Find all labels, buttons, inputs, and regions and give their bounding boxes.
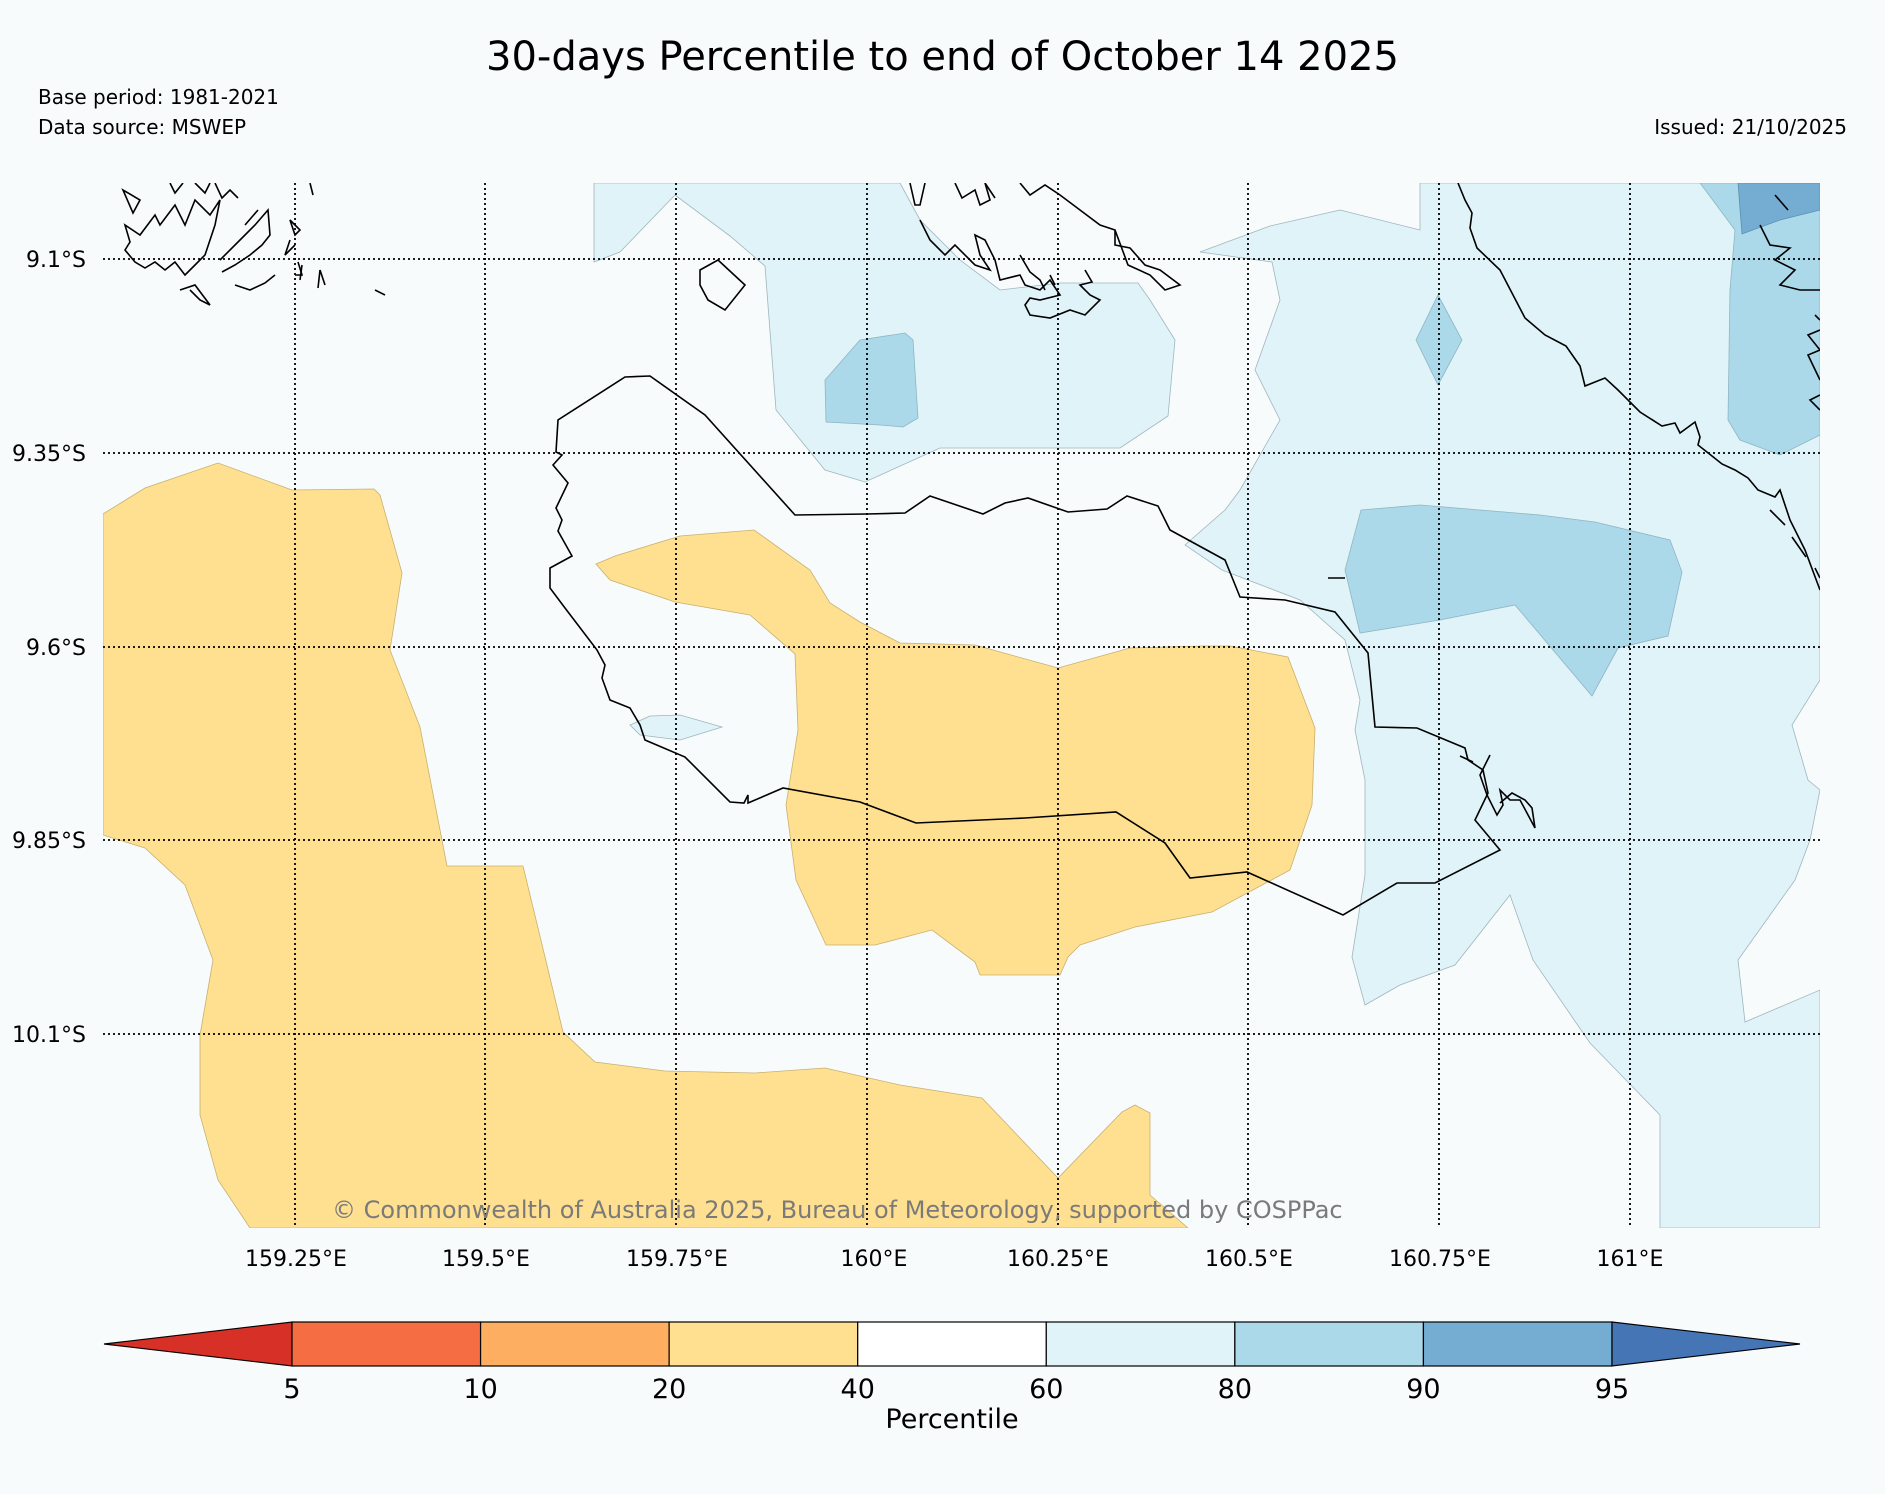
longitude-labels: 159.25°E 159.5°E 159.75°E 160°E 160.25°E… bbox=[245, 1247, 1663, 1272]
lon-label: 160.25°E bbox=[1007, 1247, 1109, 1272]
colorbar-ticks: 5 10 20 40 60 80 90 95 bbox=[283, 1374, 1629, 1405]
lon-label: 159.25°E bbox=[245, 1247, 347, 1272]
lon-label: 161°E bbox=[1597, 1247, 1664, 1272]
colorbar-segments bbox=[103, 1321, 1801, 1367]
colorbar-extend-high bbox=[1611, 1321, 1801, 1367]
colorbar-label: Percentile bbox=[885, 1404, 1018, 1435]
lon-label: 160.75°E bbox=[1389, 1247, 1491, 1272]
colorbar-tick-label: 90 bbox=[1406, 1374, 1440, 1405]
colorbar-tick-label: 20 bbox=[652, 1374, 686, 1405]
above-normal-90-95-region bbox=[1737, 183, 1820, 235]
map-title: 30-days Percentile to end of October 14 … bbox=[486, 34, 1399, 80]
colorbar-tick-label: 80 bbox=[1218, 1374, 1252, 1405]
colorbar-segment bbox=[1045, 1321, 1236, 1367]
above-normal-60-80-regions bbox=[593, 183, 1820, 1228]
colorbar-tick-label: 10 bbox=[463, 1374, 497, 1405]
below-normal-20-40-regions bbox=[103, 462, 1316, 1228]
colorbar-segment bbox=[668, 1321, 859, 1367]
copyright-notice: © Commonwealth of Australia 2025, Bureau… bbox=[332, 1196, 1343, 1224]
issued-date-label: Issued: 21/10/2025 bbox=[1654, 115, 1847, 139]
colorbar-tick-label: 5 bbox=[283, 1374, 300, 1405]
colorbar-segment bbox=[857, 1321, 1047, 1367]
data-source-label: Data source: MSWEP bbox=[38, 115, 247, 139]
colorbar-segment bbox=[479, 1321, 670, 1367]
colorbar-segment bbox=[291, 1321, 482, 1367]
colorbar-segment bbox=[1422, 1321, 1613, 1367]
lat-label: 9.35°S bbox=[12, 442, 86, 467]
graticule bbox=[103, 183, 1820, 1228]
colorbar-tick-label: 60 bbox=[1029, 1374, 1063, 1405]
colorbar-extend-low bbox=[103, 1321, 293, 1367]
lat-label: 9.85°S bbox=[12, 829, 86, 854]
colorbar-tick-label: 40 bbox=[841, 1374, 875, 1405]
coastlines bbox=[121, 183, 1820, 916]
lat-label: 9.6°S bbox=[26, 636, 86, 661]
lon-label: 159.75°E bbox=[626, 1247, 728, 1272]
lon-label: 159.5°E bbox=[442, 1247, 530, 1272]
colorbar-tick-label: 95 bbox=[1595, 1374, 1629, 1405]
lat-label: 9.1°S bbox=[26, 248, 86, 273]
lon-label: 160.5°E bbox=[1205, 1247, 1293, 1272]
base-period-label: Base period: 1981-2021 bbox=[38, 85, 279, 109]
colorbar: 5 10 20 40 60 80 90 95 Percentile bbox=[103, 1321, 1801, 1435]
map-area bbox=[103, 183, 1820, 1228]
lon-label: 160°E bbox=[841, 1247, 908, 1272]
lat-label: 10.1°S bbox=[12, 1023, 86, 1048]
colorbar-segment bbox=[1234, 1321, 1425, 1367]
latitude-labels: 9.1°S 9.35°S 9.6°S 9.85°S 10.1°S bbox=[12, 248, 86, 1048]
